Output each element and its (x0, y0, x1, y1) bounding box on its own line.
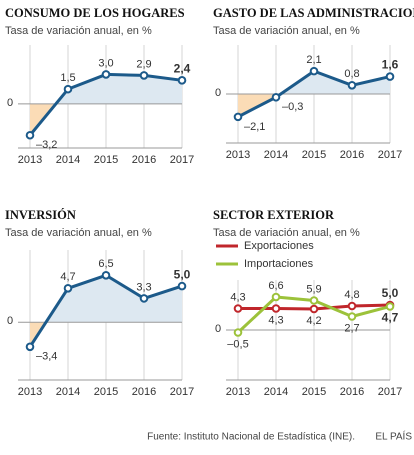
point (25, 342, 35, 352)
x-tick-label: 2016 (132, 386, 156, 398)
point (233, 304, 243, 313)
legend-label: Importaciones (244, 258, 314, 270)
value-label: 4,2 (306, 315, 321, 327)
value-label: 4,8 (344, 289, 359, 301)
panel-subtitle: Tasa de variación anual, en % (5, 25, 152, 37)
legend-label: Exportaciones (244, 240, 314, 252)
source: Fuente: Instituto Nacional de Estadístic… (147, 432, 355, 443)
value-label: 1,5 (60, 72, 75, 84)
x-tick-label: 2014 (56, 154, 80, 166)
area-fill (30, 103, 182, 136)
point (271, 304, 281, 313)
x-tick-label: 2016 (340, 386, 364, 398)
x-tick-label: 2014 (264, 149, 288, 161)
x-tick-label: 2014 (56, 386, 80, 398)
panel-subtitle: Tasa de variación anual, en % (5, 227, 152, 239)
value-label: 4,7 (382, 311, 399, 325)
x-tick-label: 2014 (264, 386, 288, 398)
point (347, 301, 357, 311)
x-tick-label: 2015 (302, 149, 326, 161)
point (271, 292, 281, 302)
panel-subtitle: Tasa de variación anual, en % (213, 227, 360, 239)
x-tick-label: 2015 (302, 386, 326, 398)
value-label: 2,9 (136, 58, 151, 70)
point (177, 76, 187, 85)
point (233, 112, 243, 122)
point (347, 312, 357, 321)
point (25, 130, 35, 140)
value-label: 6,5 (98, 258, 113, 270)
area-fill (238, 94, 390, 117)
x-tick-label: 2016 (340, 149, 364, 161)
x-tick-label: 2015 (94, 154, 118, 166)
value-label: 2,4 (174, 61, 191, 75)
value-label: 2,7 (344, 322, 359, 334)
value-label: 4,3 (268, 314, 283, 326)
x-tick-label: 2017 (170, 386, 194, 398)
value-label: 5,0 (382, 286, 399, 300)
point (385, 302, 395, 311)
point (233, 328, 243, 337)
x-tick-label: 2013 (226, 386, 250, 398)
area-fill (30, 74, 182, 104)
x-tick-label: 2015 (94, 386, 118, 398)
value-label: 0,8 (344, 68, 359, 80)
value-label: –3,2 (36, 139, 57, 151)
panel-title: SECTOR EXTERIOR (213, 208, 335, 222)
y-tick-label: 0 (215, 323, 221, 335)
panel-title: INVERSIÓN (5, 208, 76, 222)
value-label: 6,6 (268, 280, 283, 292)
point (101, 70, 111, 79)
value-label: 4,3 (230, 291, 245, 303)
point (309, 304, 319, 314)
x-tick-label: 2017 (378, 386, 402, 398)
x-tick-label: 2016 (132, 154, 156, 166)
brand: EL PAÍS (375, 430, 412, 443)
x-tick-label: 2017 (170, 154, 194, 166)
panel-title: GASTO DE LAS ADMINISTRACIONES (213, 6, 414, 20)
area-fill (45, 275, 182, 323)
value-label: –3,4 (36, 351, 57, 363)
value-label: 3,3 (136, 281, 151, 293)
point (347, 80, 357, 90)
y-tick-label: 0 (7, 97, 13, 109)
y-tick-label: 0 (7, 315, 13, 327)
point (309, 66, 319, 76)
value-label: 1,6 (382, 58, 399, 72)
x-tick-label: 2017 (378, 149, 402, 161)
point (63, 84, 73, 94)
value-label: –2,1 (244, 121, 265, 133)
value-label: 5,9 (306, 283, 321, 295)
panel-subtitle: Tasa de variación anual, en % (213, 25, 360, 37)
point (139, 294, 149, 303)
point (63, 283, 73, 293)
value-label: 5,0 (174, 267, 191, 281)
x-tick-label: 2013 (18, 154, 42, 166)
y-tick-label: 0 (215, 87, 221, 99)
point (177, 281, 187, 291)
x-tick-label: 2013 (226, 149, 250, 161)
x-tick-label: 2013 (18, 386, 42, 398)
value-label: –0,3 (282, 101, 303, 113)
point (309, 296, 319, 305)
point (101, 270, 111, 280)
point (385, 72, 395, 81)
point (271, 92, 281, 102)
value-label: 3,0 (98, 57, 113, 69)
panel-title: CONSUMO DE LOS HOGARES (5, 6, 185, 20)
value-label: 4,7 (60, 271, 75, 283)
point (139, 71, 149, 80)
value-label: 2,1 (306, 54, 321, 66)
value-label: –0,5 (227, 338, 248, 350)
